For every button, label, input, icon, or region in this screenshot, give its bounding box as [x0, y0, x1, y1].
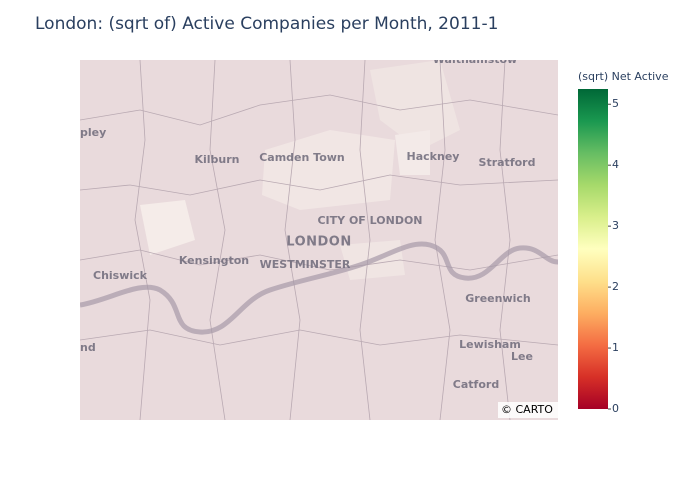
colorbar-tick-label: 2 — [612, 280, 619, 293]
region — [262, 130, 395, 210]
colorbar-tick-label: 5 — [612, 97, 619, 110]
place-label: Walthamstow — [433, 53, 517, 66]
colorbar-tick-label: 1 — [612, 341, 619, 354]
place-label: WESTMINSTER — [260, 258, 351, 271]
place-label: Hackney — [407, 150, 460, 163]
map: Walthamstow pley Kilburn Camden Town Hackney… — [80, 53, 558, 420]
place-label: Kensington — [179, 254, 249, 267]
place-label: Lee — [511, 350, 533, 363]
place-label: Catford — [453, 378, 499, 391]
place-label: Camden Town — [259, 151, 345, 164]
attribution: © CARTO — [501, 403, 553, 416]
colorbar-title: (sqrt) Net Active — [578, 70, 669, 83]
colorbar-tick-label: 4 — [612, 158, 619, 171]
region — [370, 60, 460, 150]
place-label: Chiswick — [93, 269, 148, 282]
place-label: LONDON — [286, 235, 351, 250]
place-label: CITY OF LONDON — [317, 214, 422, 227]
colorbar-tick-label: 0 — [612, 402, 619, 415]
region — [140, 200, 195, 255]
region — [395, 130, 430, 175]
place-label: Stratford — [479, 156, 536, 169]
place-label: nd — [80, 341, 96, 354]
colorbar-tick-label: 3 — [612, 219, 619, 232]
borders — [80, 60, 558, 420]
place-label: Greenwich — [465, 292, 531, 305]
place-label: Lewisham — [459, 338, 521, 351]
chart-title: London: (sqrt of) Active Companies per M… — [35, 14, 498, 34]
colorbar — [578, 89, 608, 409]
place-label: pley — [80, 126, 106, 139]
attribution-box — [498, 402, 558, 418]
river — [80, 241, 558, 335]
place-label: Kilburn — [194, 153, 239, 166]
